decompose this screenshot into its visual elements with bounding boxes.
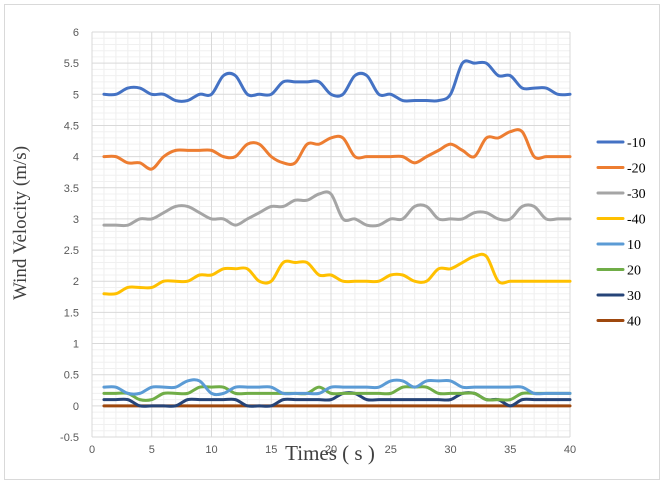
legend-label: -10 [627,136,646,151]
x-tick-label: 25 [385,444,397,456]
series-line [102,128,572,171]
legend-label: 20 [627,264,641,279]
y-tick-label: 0.5 [64,370,79,382]
x-tick-label: 40 [564,444,576,456]
x-tick-label: 20 [325,444,337,456]
legend-label: 10 [627,238,641,253]
y-tick-label: 4 [73,152,79,164]
y-tick-label: 3 [73,214,79,226]
legend: -10 -20 -30 -40 10 20 30 40 [596,136,646,330]
legend-label: -40 [627,213,646,228]
x-tick-label: 10 [205,444,217,456]
series-line [102,378,572,397]
x-tick-label: 15 [265,444,277,456]
y-tick-label: 2 [73,276,79,288]
series-line [102,385,572,402]
x-tick-label: 30 [444,444,456,456]
y-tick-label: 0 [73,401,79,413]
y-tick-label: 1 [73,339,79,351]
legend-label: 40 [627,315,641,330]
x-tick-label: 35 [504,444,516,456]
legend-label: -20 [627,162,646,177]
x-tick-label: 5 [149,444,155,456]
legend-label: -30 [627,187,646,202]
series-lines [102,59,572,408]
x-axis-title: Times ( s ) [285,441,375,465]
x-tick-label: 0 [89,444,95,456]
y-tick-label: 5.5 [64,58,79,70]
y-tick-label: -0.5 [60,432,79,444]
series-line [102,190,572,228]
series-line [102,252,572,296]
legend-label: 30 [627,289,641,304]
y-tick-label: 6 [73,27,79,39]
y-tick-label: 5 [73,89,79,101]
series-line [102,59,572,103]
y-axis-tick-labels: -0.5 0 0.5 1 1.5 2 2.5 3 3.5 4 4.5 5 5.5 6 [60,27,79,444]
x-axis-tick-labels: 0 5 10 15 20 25 30 35 40 [89,444,576,456]
y-tick-label: 3.5 [64,183,79,195]
y-tick-label: 1.5 [64,307,79,319]
y-tick-label: 4.5 [64,120,79,132]
y-tick-label: 2.5 [64,245,79,257]
y-axis-title: Wind Velocity (m/s) [10,146,31,300]
